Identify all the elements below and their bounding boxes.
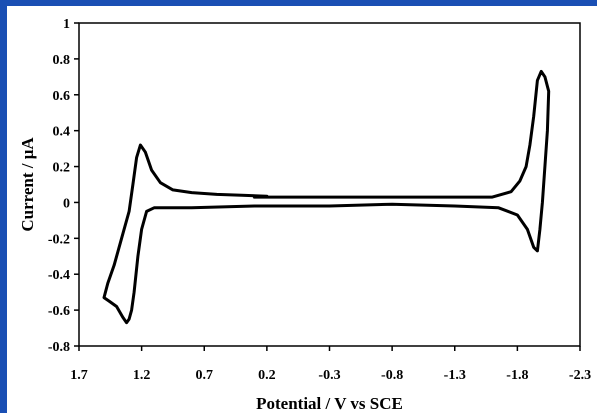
x-tick-label: 1.7 — [70, 368, 88, 383]
y-tick-label: 0.2 — [53, 161, 71, 176]
cv-trace — [102, 69, 551, 325]
y-tick-label: -0.4 — [48, 268, 70, 283]
x-axis-ticks: 1.7 1.2 0.7 0.2 -0.3 -0.8 -1.3 -1.8 -2.3 — [70, 346, 591, 383]
x-tick-label: 0.7 — [196, 368, 214, 383]
y-tick-label: 1 — [63, 17, 70, 32]
x-tick-label: -1.8 — [506, 368, 528, 383]
y-axis-ticks: 1 0.8 0.6 0.4 0.2 0 -0.2 -0.4 -0.6 -0.8 — [48, 17, 79, 355]
series-layer — [102, 69, 551, 325]
x-tick-label: -0.3 — [318, 368, 340, 383]
frame-top-border — [0, 0, 597, 6]
y-tick-label: 0.8 — [53, 53, 71, 68]
y-axis-title: Current / μA — [18, 137, 37, 232]
x-tick-label: -0.8 — [381, 368, 403, 383]
x-tick-label: -1.3 — [444, 368, 466, 383]
plot-area — [78, 22, 581, 347]
x-tick-label: 0.2 — [258, 368, 276, 383]
frame-left-border — [0, 0, 7, 413]
y-tick-label: 0 — [63, 196, 70, 211]
x-tick-label: 1.2 — [133, 368, 151, 383]
y-tick-label: -0.6 — [48, 304, 70, 319]
y-tick-label: 0.4 — [53, 125, 71, 140]
y-tick-label: -0.2 — [48, 232, 70, 247]
x-axis-title: Potential / V vs SCE — [256, 394, 403, 413]
y-tick-label: 0.6 — [53, 89, 71, 104]
x-tick-label: -2.3 — [569, 368, 591, 383]
y-tick-label: -0.8 — [48, 340, 70, 355]
